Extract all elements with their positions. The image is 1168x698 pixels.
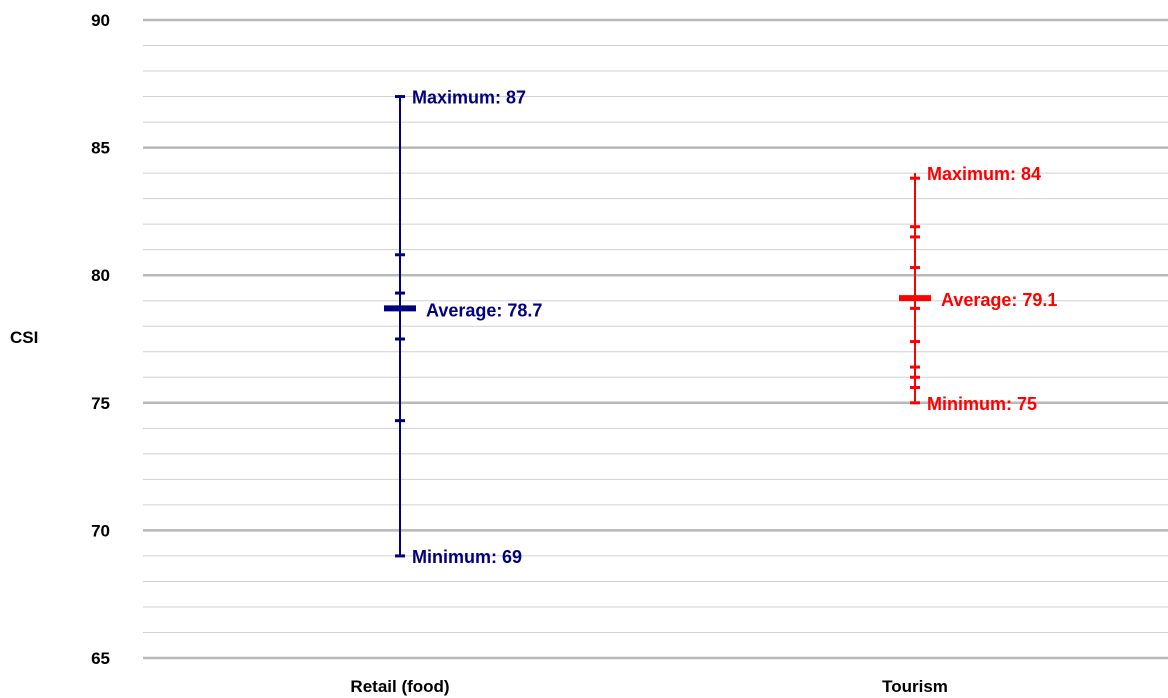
maximum-label: Maximum: 84 (927, 164, 1041, 184)
average-label: Average: 78.7 (426, 300, 542, 320)
minimum-label: Minimum: 69 (412, 547, 522, 567)
y-tick-label: 80 (91, 266, 110, 285)
y-tick-label: 75 (91, 394, 110, 413)
minimum-label: Minimum: 75 (927, 394, 1037, 414)
y-tick-label: 85 (91, 139, 110, 158)
y-tick-label: 65 (91, 649, 110, 668)
maximum-label: Maximum: 87 (412, 88, 526, 108)
gridlines (143, 18, 1168, 660)
average-label: Average: 79.1 (941, 290, 1057, 310)
y-tick-label: 70 (91, 521, 110, 540)
series-range-1: Maximum: 84 Average: 79.1 Minimum: 75 (899, 164, 1057, 414)
category-label: Tourism (882, 677, 948, 696)
series-range-0: Maximum: 87 Average: 78.7 Minimum: 69 (384, 88, 542, 567)
y-axis-tick-labels: 65 70 75 80 85 90 (91, 11, 110, 668)
y-axis-title: CSI (10, 328, 38, 347)
y-tick-label: 90 (91, 11, 110, 30)
category-label: Retail (food) (350, 677, 449, 696)
category-labels: Retail (food) Tourism (350, 677, 947, 696)
